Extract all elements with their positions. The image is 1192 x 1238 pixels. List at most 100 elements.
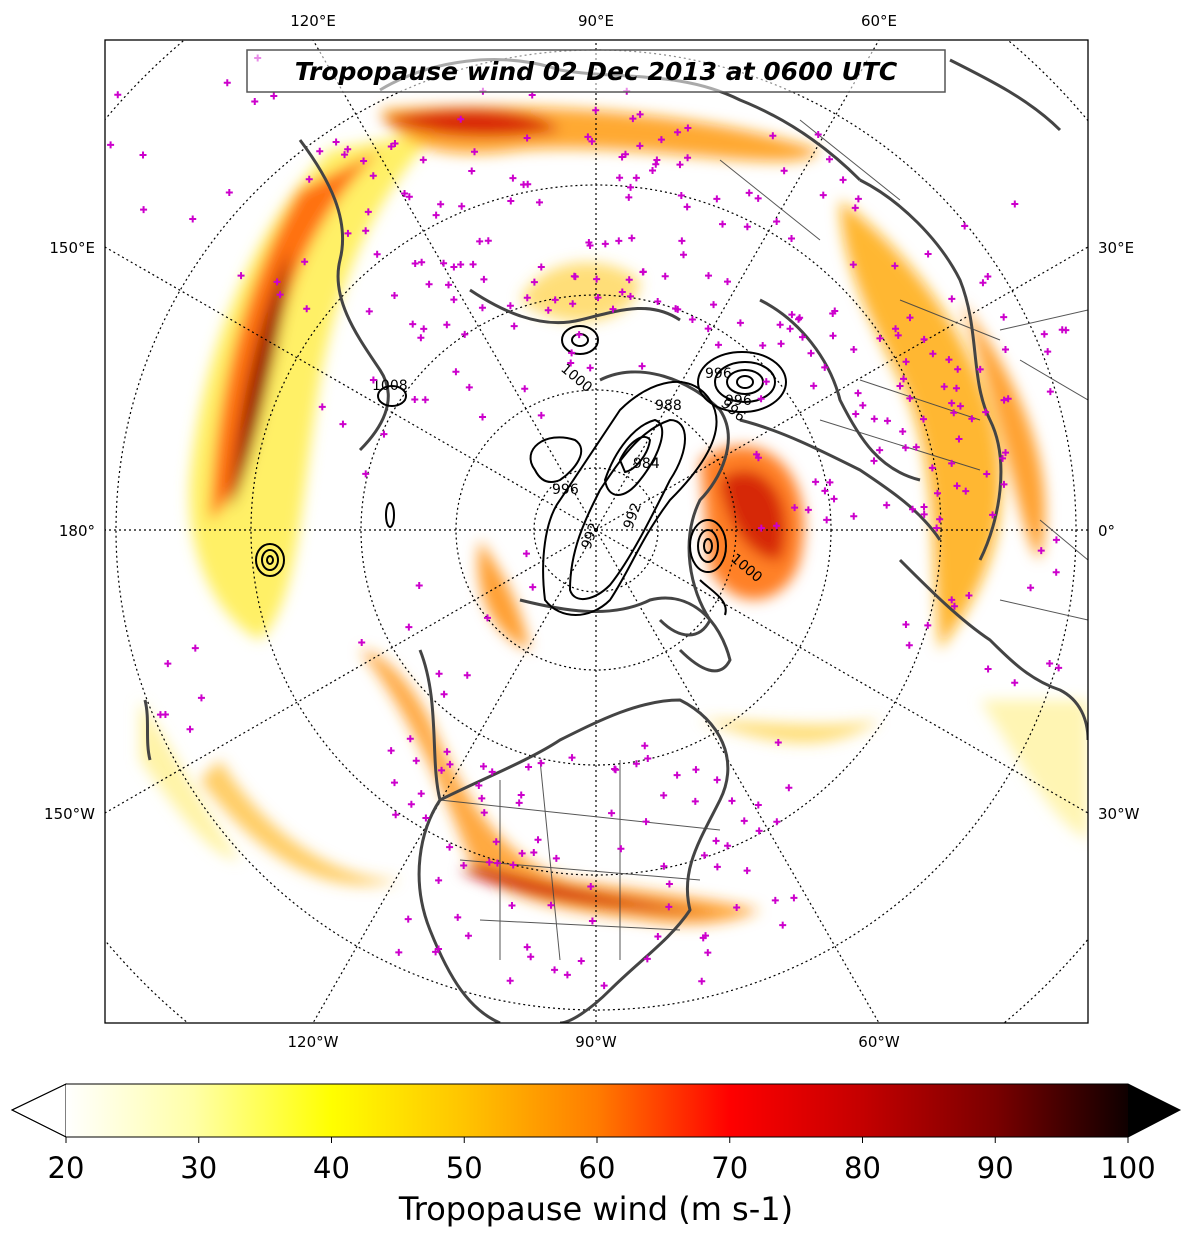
station-marker	[422, 814, 430, 822]
station-marker	[894, 331, 902, 339]
station-marker	[723, 278, 731, 286]
station-marker	[270, 92, 278, 100]
station-marker	[390, 779, 398, 787]
station-marker	[509, 174, 517, 182]
station-marker	[419, 156, 427, 164]
station-marker	[445, 281, 453, 289]
station-marker	[391, 140, 399, 148]
station-marker	[891, 262, 899, 270]
station-marker	[626, 292, 634, 300]
station-marker	[905, 641, 913, 649]
station-marker	[859, 401, 867, 409]
station-marker	[446, 760, 454, 768]
station-marker	[530, 848, 538, 856]
station-marker	[812, 478, 820, 486]
station-marker	[962, 487, 970, 495]
station-marker	[617, 845, 625, 853]
station-marker	[301, 258, 309, 266]
station-marker	[934, 489, 942, 497]
lon-label-top: 120°E	[290, 12, 336, 30]
station-marker	[819, 191, 827, 199]
station-marker	[1002, 449, 1010, 457]
station-marker	[535, 198, 543, 206]
station-marker	[632, 760, 640, 768]
station-marker	[457, 115, 465, 123]
station-marker	[530, 278, 538, 286]
station-marker	[107, 141, 115, 149]
station-marker	[636, 142, 644, 150]
station-marker	[569, 300, 577, 308]
station-marker	[568, 754, 576, 762]
station-marker	[547, 901, 555, 909]
station-marker	[552, 854, 560, 862]
station-marker	[852, 410, 860, 418]
station-marker	[1002, 345, 1009, 353]
station-marker	[989, 511, 997, 519]
station-marker	[743, 223, 751, 231]
station-marker	[303, 305, 311, 313]
station-marker	[1037, 547, 1045, 555]
station-marker	[1000, 396, 1008, 404]
station-marker	[688, 315, 696, 323]
station-marker	[704, 949, 712, 957]
station-marker	[518, 849, 526, 857]
colorbar-extend-min	[10, 1083, 67, 1138]
station-marker	[773, 522, 781, 530]
station-marker	[461, 330, 469, 338]
station-marker	[754, 454, 762, 462]
station-marker	[592, 106, 600, 114]
station-marker	[928, 464, 936, 472]
contour-label: 996	[725, 393, 752, 409]
station-marker	[443, 321, 451, 329]
station-marker	[796, 314, 804, 322]
station-marker	[649, 167, 657, 175]
station-marker	[488, 768, 496, 776]
station-marker	[527, 953, 535, 961]
lon-label-top: 90°E	[578, 12, 614, 30]
station-marker	[876, 334, 884, 342]
station-marker	[618, 288, 626, 296]
station-marker	[409, 320, 417, 328]
station-marker	[616, 174, 624, 182]
station-marker	[625, 193, 633, 201]
station-marker	[807, 349, 815, 357]
station-marker	[909, 505, 917, 513]
contour-label: 984	[633, 456, 660, 472]
station-marker	[713, 195, 721, 203]
station-marker	[900, 375, 908, 383]
station-marker	[417, 334, 425, 342]
station-marker	[684, 124, 692, 132]
station-marker	[780, 167, 788, 175]
station-marker	[678, 237, 686, 245]
station-marker	[225, 189, 233, 197]
station-marker	[537, 263, 545, 271]
station-marker	[754, 801, 762, 809]
station-marker	[493, 859, 501, 867]
station-marker	[621, 150, 629, 158]
station-marker	[452, 368, 460, 376]
station-marker	[506, 977, 514, 985]
station-marker	[432, 211, 440, 219]
lon-label-bottom: 60°W	[858, 1033, 900, 1051]
station-marker	[654, 297, 662, 305]
station-marker	[484, 237, 492, 245]
station-marker	[369, 376, 377, 384]
station-marker	[829, 309, 837, 317]
station-marker	[665, 903, 673, 911]
station-marker	[692, 766, 700, 774]
station-marker	[740, 817, 748, 825]
station-marker	[480, 762, 488, 770]
station-marker	[577, 957, 585, 965]
station-marker	[736, 319, 744, 327]
station-marker	[411, 395, 419, 403]
station-marker	[954, 365, 962, 373]
station-marker	[140, 206, 148, 214]
station-marker	[537, 411, 545, 419]
station-marker	[755, 827, 763, 835]
station-marker	[608, 809, 616, 817]
station-marker	[896, 382, 904, 390]
lon-label-top: 60°E	[861, 12, 897, 30]
station-marker	[948, 596, 956, 604]
station-marker	[672, 305, 680, 313]
station-marker	[1011, 200, 1019, 208]
